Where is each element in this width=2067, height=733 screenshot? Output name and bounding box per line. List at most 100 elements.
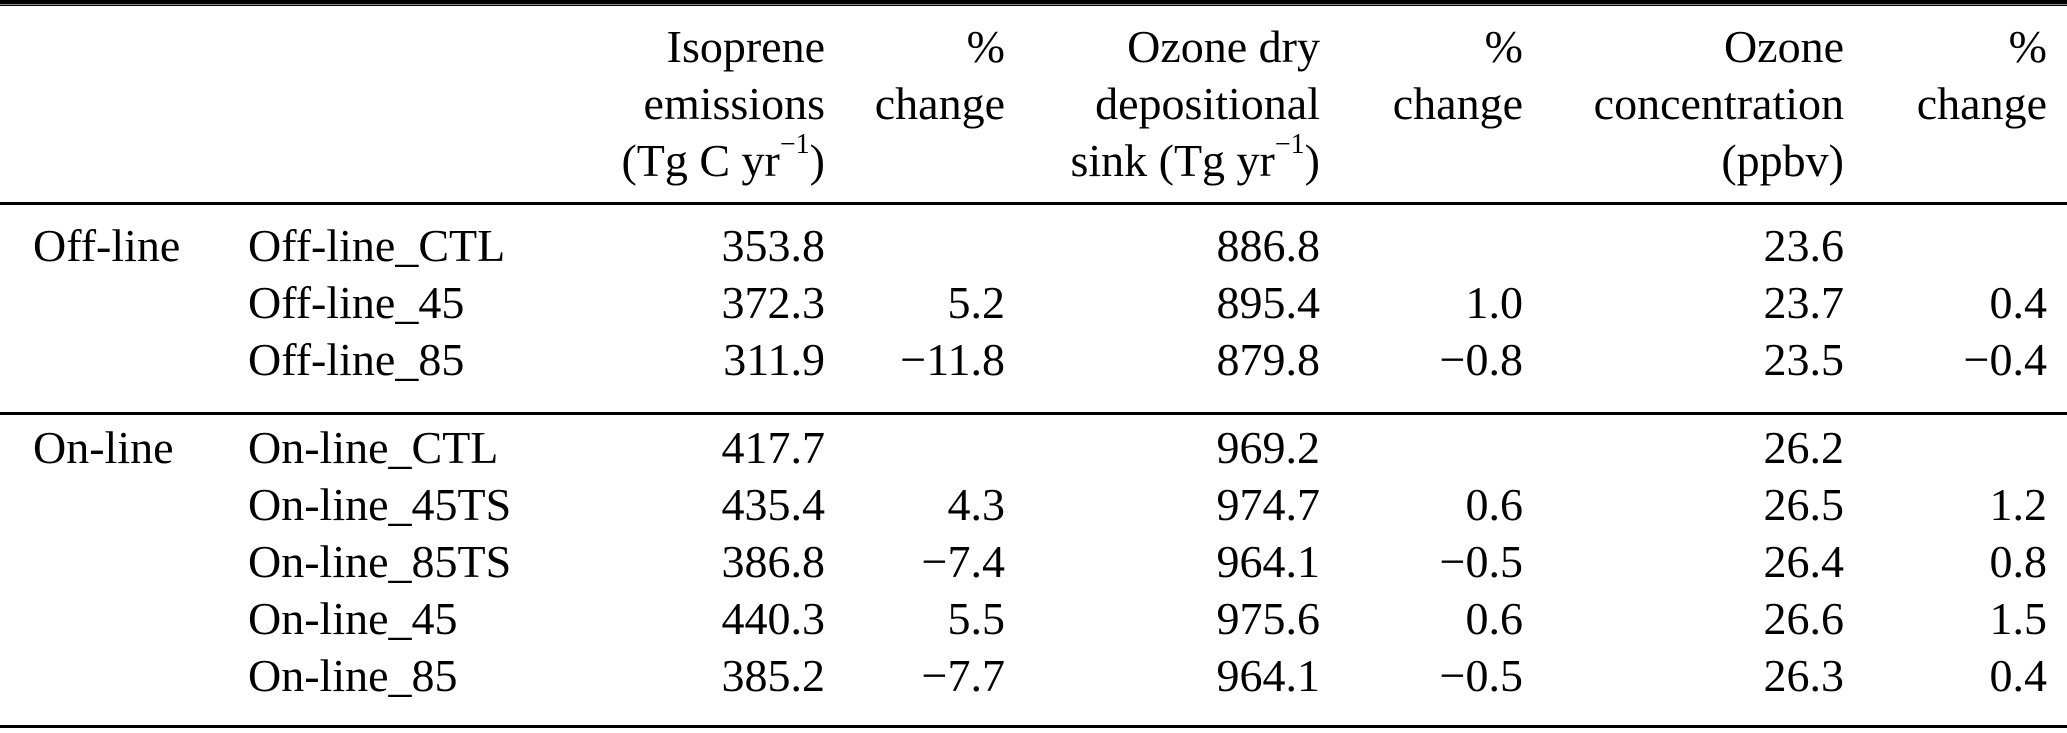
value-cell-pct-sink: −0.5 bbox=[1439, 536, 1523, 587]
value-cell-pct-isoprene: −11.8 bbox=[900, 334, 1005, 385]
value-cell-sink: 974.7 bbox=[1216, 479, 1321, 530]
header-line: emissions bbox=[643, 78, 825, 129]
table-row: Off-line Off-line_CTL 353.8 886.8 23.6 bbox=[0, 205, 2067, 274]
value-cell-conc: 26.4 bbox=[1763, 536, 1845, 587]
group-cell bbox=[0, 533, 248, 590]
value-cell-pct-isoprene: −7.7 bbox=[921, 650, 1005, 701]
superscript-exponent: −1 bbox=[779, 129, 810, 160]
value-cell-pct-conc: 1.2 bbox=[1989, 479, 2048, 530]
value-cell-isoprene: 435.4 bbox=[721, 479, 826, 530]
table-row: Off-line_85 311.9 −11.8 879.8 −0.8 23.5 … bbox=[0, 331, 2067, 412]
run-cell: On-line_45 bbox=[248, 593, 458, 644]
value-cell-isoprene: 353.8 bbox=[721, 220, 826, 271]
run-cell: Off-line_45 bbox=[248, 277, 465, 328]
top-rule-thin bbox=[0, 5, 2067, 6]
value-cell-sink: 969.2 bbox=[1216, 422, 1321, 473]
value-cell-pct-isoprene: 5.2 bbox=[947, 277, 1006, 328]
header-table: Isoprene emissions (Tg C yr−1) % change … bbox=[0, 6, 2067, 202]
value-cell-sink: 895.4 bbox=[1216, 277, 1321, 328]
value-cell-pct-sink: 0.6 bbox=[1465, 479, 1524, 530]
run-cell: On-line_85TS bbox=[248, 536, 512, 587]
col-header-pct-change-isoprene: % change bbox=[825, 6, 1005, 202]
value-cell-conc: 23.7 bbox=[1763, 277, 1845, 328]
value-cell-pct-isoprene bbox=[825, 205, 1005, 274]
col-header-run bbox=[248, 6, 528, 202]
section-offline: Off-line Off-line_CTL 353.8 886.8 23.6 O… bbox=[0, 205, 2067, 412]
group-cell: On-line bbox=[33, 422, 174, 473]
group-cell: Off-line bbox=[33, 220, 181, 271]
value-cell-sink: 879.8 bbox=[1216, 334, 1321, 385]
value-cell-isoprene: 386.8 bbox=[721, 536, 826, 587]
header-line: Ozone dry bbox=[1127, 21, 1320, 72]
top-rule-gap bbox=[0, 4, 2067, 5]
header-separator-rule bbox=[0, 202, 2067, 205]
header-unit: (ppbv) bbox=[1721, 135, 1844, 186]
value-cell-pct-isoprene bbox=[825, 415, 1005, 476]
header-line: change bbox=[1916, 78, 2047, 129]
top-rule-thick bbox=[0, 0, 2067, 4]
group-cell bbox=[0, 331, 248, 412]
value-cell-pct-conc: 0.4 bbox=[1989, 277, 2048, 328]
value-cell-pct-isoprene: 5.5 bbox=[947, 593, 1006, 644]
section-separator-rule bbox=[0, 412, 2067, 415]
value-cell-pct-sink: −0.8 bbox=[1439, 334, 1523, 385]
value-cell-sink: 975.6 bbox=[1216, 593, 1321, 644]
col-header-isoprene-emissions: Isoprene emissions (Tg C yr−1) bbox=[528, 6, 825, 202]
value-cell-pct-conc: 0.4 bbox=[1989, 650, 2048, 701]
header-line: Isoprene bbox=[666, 21, 825, 72]
table-row: On-line_85TS 386.8 −7.4 964.1 −0.5 26.4 … bbox=[0, 533, 2067, 590]
bottom-rule bbox=[0, 725, 2067, 728]
value-cell-conc: 23.5 bbox=[1763, 334, 1845, 385]
header-line: Ozone bbox=[1723, 21, 1844, 72]
table-row: On-line_45TS 435.4 4.3 974.7 0.6 26.5 1.… bbox=[0, 476, 2067, 533]
group-cell bbox=[0, 590, 248, 647]
header-line: concentration bbox=[1593, 78, 1844, 129]
run-cell: Off-line_CTL bbox=[248, 220, 506, 271]
header-unit: (Tg C yr−1) bbox=[621, 129, 825, 187]
value-cell-conc: 26.2 bbox=[1763, 422, 1845, 473]
run-cell: Off-line_85 bbox=[248, 334, 465, 385]
header-unit: sink (Tg yr−1) bbox=[1070, 129, 1320, 187]
run-cell: On-line_45TS bbox=[248, 479, 512, 530]
header-line: % bbox=[1484, 21, 1523, 72]
value-cell-conc: 26.5 bbox=[1763, 479, 1845, 530]
header-row: Isoprene emissions (Tg C yr−1) % change … bbox=[0, 6, 2067, 202]
value-cell-pct-sink bbox=[1320, 415, 1523, 476]
group-cell bbox=[0, 274, 248, 331]
value-cell-sink: 964.1 bbox=[1216, 536, 1321, 587]
value-cell-isoprene: 311.9 bbox=[723, 334, 825, 385]
run-cell: On-line_CTL bbox=[248, 422, 499, 473]
value-cell-conc: 26.6 bbox=[1763, 593, 1845, 644]
run-cell: On-line_85 bbox=[248, 650, 458, 701]
value-cell-pct-sink: 1.0 bbox=[1465, 277, 1524, 328]
col-header-pct-change-conc: % change bbox=[1844, 6, 2067, 202]
group-cell bbox=[0, 476, 248, 533]
value-cell-conc: 26.3 bbox=[1763, 650, 1845, 701]
value-cell-isoprene: 440.3 bbox=[721, 593, 826, 644]
col-header-ozone-sink: Ozone dry depositional sink (Tg yr−1) bbox=[1005, 6, 1320, 202]
value-cell-isoprene: 385.2 bbox=[721, 650, 826, 701]
table-row: On-line On-line_CTL 417.7 969.2 26.2 bbox=[0, 415, 2067, 476]
col-header-pct-change-sink: % change bbox=[1320, 6, 1523, 202]
superscript-exponent: −1 bbox=[1274, 129, 1305, 160]
value-cell-pct-conc: 1.5 bbox=[1989, 593, 2048, 644]
value-cell-pct-isoprene: −7.4 bbox=[921, 536, 1005, 587]
value-cell-pct-conc bbox=[1844, 205, 2067, 274]
value-cell-isoprene: 372.3 bbox=[721, 277, 826, 328]
value-cell-pct-conc: −0.4 bbox=[1963, 334, 2047, 385]
header-line: % bbox=[966, 21, 1005, 72]
section-online: On-line On-line_CTL 417.7 969.2 26.2 On-… bbox=[0, 415, 2067, 725]
header-line: % bbox=[2008, 21, 2047, 72]
value-cell-sink: 964.1 bbox=[1216, 650, 1321, 701]
value-cell-sink: 886.8 bbox=[1216, 220, 1321, 271]
value-cell-pct-conc bbox=[1844, 415, 2067, 476]
col-header-group bbox=[0, 6, 248, 202]
value-cell-pct-conc: 0.8 bbox=[1989, 536, 2048, 587]
value-cell-pct-sink bbox=[1320, 205, 1523, 274]
value-cell-pct-sink: 0.6 bbox=[1465, 593, 1524, 644]
value-cell-pct-sink: −0.5 bbox=[1439, 650, 1523, 701]
header-line: change bbox=[874, 78, 1005, 129]
header-line: change bbox=[1392, 78, 1523, 129]
table-row: On-line_85 385.2 −7.7 964.1 −0.5 26.3 0.… bbox=[0, 647, 2067, 725]
